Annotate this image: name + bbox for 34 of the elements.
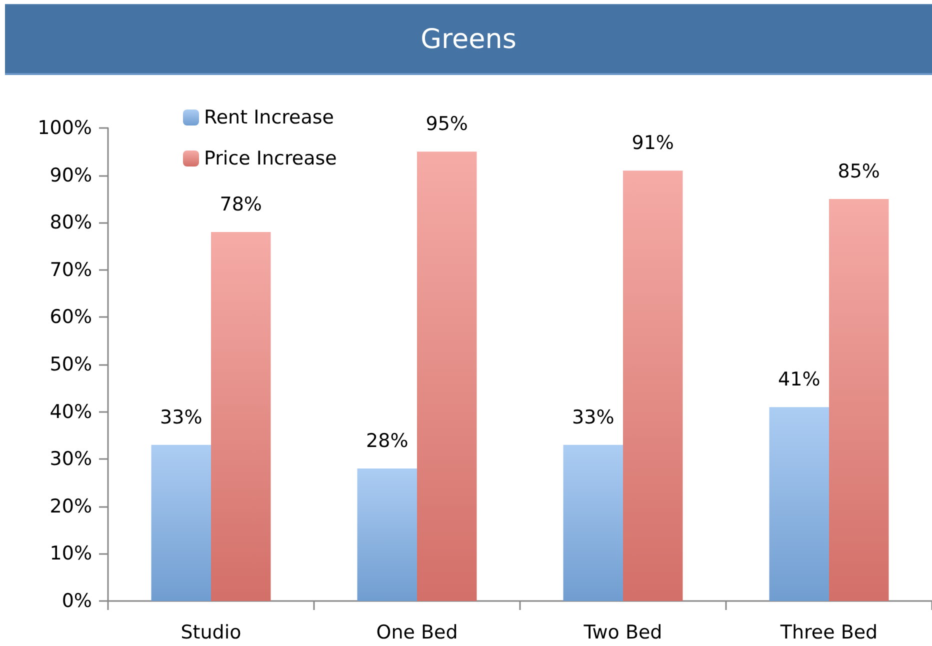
bar: [623, 170, 683, 601]
data-label: 33%: [572, 406, 614, 428]
data-label: 95%: [426, 113, 468, 136]
legend-label: Price Increase: [204, 148, 337, 170]
bar: [211, 232, 271, 601]
data-label: 33%: [160, 406, 202, 428]
bar: [357, 468, 417, 601]
bar: [769, 407, 829, 601]
y-tick-label: 50%: [50, 354, 92, 376]
y-tick-label: 100%: [38, 117, 92, 139]
bar: [829, 198, 889, 601]
x-tick-label: Studio: [180, 622, 242, 644]
x-tick-label: Three Bed: [779, 622, 878, 644]
y-tick-label: 60%: [50, 306, 92, 328]
bar: [563, 444, 623, 601]
y-tick-label: 70%: [50, 258, 92, 281]
y-tick-label: 20%: [50, 495, 92, 518]
y-tick-label: 30%: [50, 448, 92, 470]
y-tick-label: 40%: [50, 400, 92, 423]
data-label: 91%: [632, 132, 674, 154]
bar: [417, 152, 477, 601]
x-tick-label: Two Bed: [582, 622, 662, 644]
chart-title: Greens: [5, 4, 932, 75]
y-tick-label: 80%: [50, 212, 92, 234]
data-label: 85%: [838, 160, 880, 182]
bar: [151, 444, 211, 601]
legend-label: Rent Increase: [204, 106, 334, 128]
x-tick-label: One Bed: [376, 622, 458, 644]
data-label: 78%: [220, 194, 262, 216]
y-tick-label: 10%: [50, 542, 92, 565]
data-label: 28%: [366, 430, 408, 452]
data-label: 41%: [778, 368, 820, 391]
y-tick-label: 90%: [50, 164, 92, 186]
y-tick-label: 0%: [62, 590, 92, 612]
